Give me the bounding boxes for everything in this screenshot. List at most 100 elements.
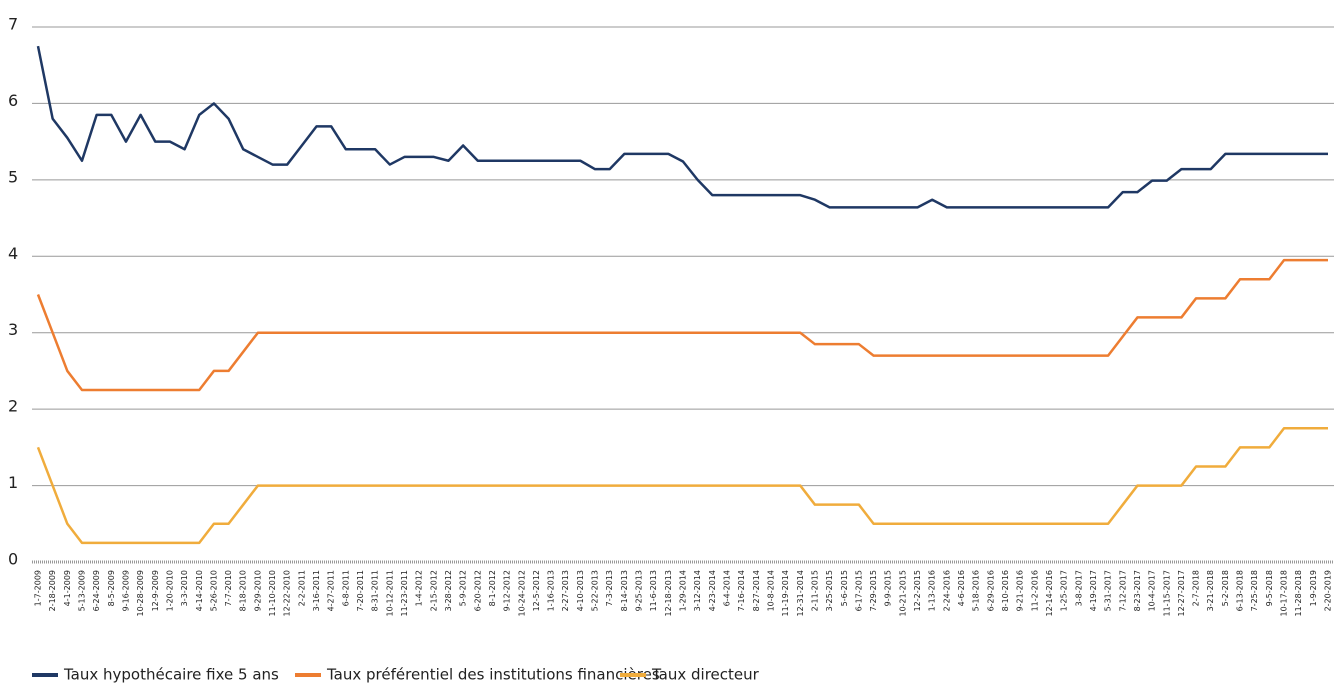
x-tick-label: 5-18-2016 [972, 570, 981, 611]
x-tick-label: 2-20-2019 [1324, 570, 1333, 611]
x-tick-label: 2-2-2011 [297, 570, 306, 606]
x-tick-label: 12-14-2016 [1045, 570, 1054, 617]
y-tick-label: 2 [8, 397, 18, 416]
x-tick-label: 5-2-2018 [1221, 570, 1230, 606]
x-tick-label: 10-24-2012 [517, 570, 526, 617]
x-tick-label: 6-20-2012 [473, 570, 482, 611]
x-tick-label: 7-29-2015 [869, 570, 878, 611]
x-tick-label: 11-6-2013 [649, 570, 658, 611]
x-tick-label: 1-25-2017 [1060, 570, 1069, 611]
x-tick-label: 10-28-2009 [136, 570, 145, 617]
x-tick-label: 7-16-2014 [737, 570, 746, 611]
y-tick-label: 5 [8, 167, 18, 186]
x-tick-label: 4-27-2011 [327, 570, 336, 611]
x-tick-label: 1-4-2012 [415, 570, 424, 606]
x-tick-label: 8-1-2012 [488, 570, 497, 606]
x-tick-label: 9-25-2013 [635, 570, 644, 611]
x-tick-label: 11-23-2011 [400, 570, 409, 617]
x-tick-label: 4-19-2017 [1089, 570, 1098, 611]
x-tick-label: 2-18-2009 [48, 570, 57, 611]
x-tick-label: 10-21-2015 [898, 570, 907, 617]
x-tick-label: 9-21-2016 [1016, 570, 1025, 611]
x-tick-label: 9-16-2009 [121, 570, 130, 611]
x-tick-label: 6-29-2016 [986, 570, 995, 611]
x-tick-label: 10-17-2018 [1280, 570, 1289, 617]
x-tick-label: 4-23-2014 [708, 570, 717, 611]
x-tick-label: 9-9-2015 [884, 570, 893, 606]
x-tick-label: 7-3-2013 [605, 570, 614, 606]
x-tick-label: 5-22-2013 [591, 570, 600, 611]
x-tick-label: 6-13-2018 [1236, 570, 1245, 611]
x-tick-label: 10-8-2014 [766, 570, 775, 611]
y-tick-label: 3 [8, 320, 18, 339]
x-tick-label: 5-31-2017 [1104, 570, 1113, 611]
x-tick-label: 9-12-2012 [503, 570, 512, 611]
x-tick-label: 8-14-2013 [620, 570, 629, 611]
x-tick-label: 7-12-2017 [1118, 570, 1127, 611]
y-tick-label: 0 [8, 550, 18, 569]
x-tick-label: 10-4-2017 [1148, 570, 1157, 611]
x-tick-label: 5-9-2012 [459, 570, 468, 606]
x-tick-label: 11-2-2016 [1030, 570, 1039, 611]
x-tick-label: 6-4-2014 [722, 570, 731, 606]
x-tick-label: 12-27-2017 [1177, 570, 1186, 617]
x-tick-label: 3-8-2017 [1074, 570, 1083, 606]
x-tick-label: 11-19-2014 [781, 570, 790, 617]
x-tick-label: 8-31-2011 [371, 570, 380, 611]
x-tick-label: 3-28-2012 [444, 570, 453, 611]
x-tick-label: 8-27-2014 [752, 570, 761, 611]
y-tick-label: 6 [8, 91, 18, 110]
x-tick-label: 1-7-2009 [34, 570, 43, 606]
x-tick-label: 3-25-2015 [825, 570, 834, 611]
legend-label: Taux préférentiel des institutions finan… [326, 666, 660, 684]
x-tick-label: 11-15-2017 [1162, 570, 1171, 617]
series-line [36, 258, 1328, 392]
x-tick-label: 3-16-2011 [312, 570, 321, 611]
x-tick-label: 3-12-2014 [693, 570, 702, 611]
x-tick-label: 8-23-2017 [1133, 570, 1142, 611]
x-tick-label: 3-3-2010 [180, 570, 189, 606]
x-tick-label: 7-7-2010 [224, 570, 233, 606]
legend-label: Taux hypothécaire fixe 5 ans [63, 666, 279, 684]
x-tick-label: 10-12-2011 [385, 570, 394, 617]
x-tick-label: 1-29-2014 [679, 570, 688, 611]
x-tick-label: 6-17-2015 [854, 570, 863, 611]
x-tick-label: 12-22-2010 [283, 570, 292, 617]
x-tick-label: 8-18-2010 [239, 570, 248, 611]
x-tick-label: 5-13-2009 [77, 570, 86, 611]
x-tick-label: 9-29-2010 [253, 570, 262, 611]
x-tick-label: 3-21-2018 [1206, 570, 1215, 611]
x-tick-label: 2-24-2016 [942, 570, 951, 611]
legend-label: Taux directeur [651, 666, 760, 684]
x-tick-label: 2-27-2013 [561, 570, 570, 611]
x-tick-label: 6-8-2011 [341, 570, 350, 606]
x-tick-label: 12-31-2014 [796, 570, 805, 617]
y-tick-label: 7 [8, 15, 18, 34]
x-tick-label: 8-5-2009 [107, 570, 116, 606]
x-tick-label: 7-25-2018 [1250, 570, 1259, 611]
series-line [36, 45, 1328, 209]
x-tick-label: 4-10-2013 [576, 570, 585, 611]
x-tick-label: 2-7-2018 [1192, 570, 1201, 606]
y-tick-label: 4 [8, 244, 18, 263]
x-tick-label: 12-18-2013 [664, 570, 673, 617]
x-tick-label: 12-5-2012 [532, 570, 541, 611]
x-tick-label: 4-6-2016 [957, 570, 966, 606]
x-tick-label: 9-5-2018 [1265, 570, 1274, 606]
x-tick-label: 5-26-2010 [209, 570, 218, 611]
x-tick-label: 2-15-2012 [429, 570, 438, 611]
x-tick-label: 4-14-2010 [195, 570, 204, 611]
x-tick-label: 1-20-2010 [165, 570, 174, 611]
x-tick-label: 8-10-2016 [1001, 570, 1010, 611]
x-tick-label: 6-24-2009 [92, 570, 101, 611]
x-tick-label: 11-28-2018 [1294, 570, 1303, 617]
x-tick-label: 1-9-2019 [1309, 570, 1318, 606]
series-line [36, 427, 1328, 545]
x-tick-label: 1-13-2016 [928, 570, 937, 611]
x-tick-label: 11-10-2010 [268, 570, 277, 617]
x-tick-label: 12-2-2015 [913, 570, 922, 611]
x-tick-label: 2-11-2015 [810, 570, 819, 611]
x-tick-label: 7-20-2011 [356, 570, 365, 611]
x-tick-label: 4-1-2009 [63, 570, 72, 606]
